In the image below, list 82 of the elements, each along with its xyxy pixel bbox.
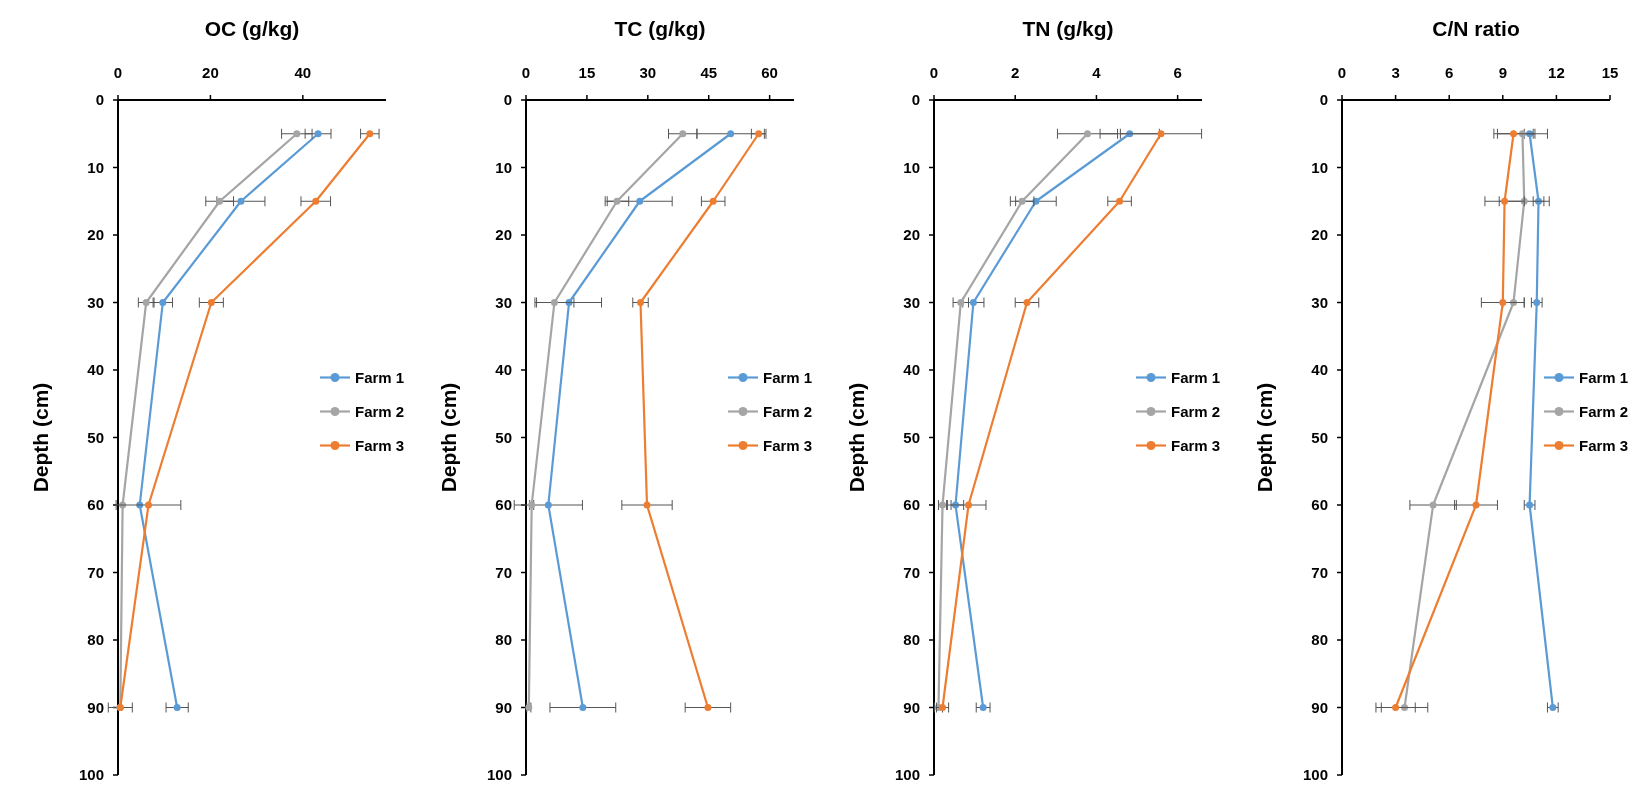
x-tick-label: 20 xyxy=(202,64,219,81)
x-tick-label: 0 xyxy=(1337,64,1347,81)
y-tick-label: 20 xyxy=(87,226,104,244)
y-tick-label: 50 xyxy=(87,428,104,446)
y-tick-label: 90 xyxy=(87,698,104,716)
x-tick-label: 0 xyxy=(929,64,939,81)
y-tick-label: 30 xyxy=(87,293,104,311)
y-tick-label: 80 xyxy=(495,631,512,649)
y-tick-label: 20 xyxy=(903,226,920,244)
y-tick-label: 40 xyxy=(495,361,512,379)
y-tick-label: 80 xyxy=(1311,631,1328,649)
x-tick-label: 15 xyxy=(578,64,596,81)
y-tick-label: 50 xyxy=(1311,428,1328,446)
legend-label: Farm 1 xyxy=(1579,368,1629,386)
y-tick-label: 50 xyxy=(903,428,920,446)
y-tick-label: 60 xyxy=(903,496,920,514)
x-tick-label: 12 xyxy=(1548,64,1565,81)
x-tick-label: 30 xyxy=(639,64,657,81)
x-tick-label: 9 xyxy=(1498,64,1507,81)
y-axis-title: Depth (cm) xyxy=(845,382,868,493)
legend-label: Farm 3 xyxy=(763,436,813,454)
y-tick-label: 70 xyxy=(495,563,512,581)
chart-title: OC (g/kg) xyxy=(204,17,300,40)
y-tick-label: 90 xyxy=(1311,698,1328,716)
y-tick-label: 80 xyxy=(87,631,104,649)
x-tick-label: 45 xyxy=(700,64,718,81)
y-tick-label: 0 xyxy=(503,91,512,109)
y-tick-label: 70 xyxy=(87,563,104,581)
y-axis-title: Depth (cm) xyxy=(29,382,52,493)
chart-title: C/N ratio xyxy=(1432,17,1520,40)
y-tick-label: 100 xyxy=(894,766,920,784)
y-tick-label: 20 xyxy=(495,226,512,244)
chart-title: TC (g/kg) xyxy=(614,17,706,40)
legend-label: Farm 3 xyxy=(1579,436,1629,454)
y-tick-label: 40 xyxy=(87,361,104,379)
legend-label: Farm 1 xyxy=(763,368,813,386)
y-tick-label: 30 xyxy=(495,293,512,311)
legend-label: Farm 3 xyxy=(355,436,405,454)
y-tick-label: 30 xyxy=(1311,293,1328,311)
y-tick-label: 0 xyxy=(95,91,104,109)
x-tick-label: 6 xyxy=(1173,64,1182,81)
y-tick-label: 100 xyxy=(78,766,104,784)
y-axis-title: Depth (cm) xyxy=(1253,382,1276,493)
y-tick-label: 60 xyxy=(87,496,104,514)
x-tick-label: 6 xyxy=(1445,64,1454,81)
legend-label: Farm 2 xyxy=(763,402,813,420)
y-tick-label: 60 xyxy=(495,496,512,514)
x-tick-label: 0 xyxy=(521,64,531,81)
y-tick-label: 30 xyxy=(903,293,920,311)
x-tick-label: 4 xyxy=(1092,64,1102,81)
legend-label: Farm 1 xyxy=(1171,368,1221,386)
x-tick-label: 0 xyxy=(113,64,123,81)
y-tick-label: 50 xyxy=(495,428,512,446)
legend-label: Farm 3 xyxy=(1171,436,1221,454)
y-tick-label: 10 xyxy=(903,158,920,176)
x-tick-label: 40 xyxy=(294,64,312,81)
y-axis-title: Depth (cm) xyxy=(437,382,460,493)
legend-label: Farm 1 xyxy=(355,368,405,386)
y-tick-label: 20 xyxy=(1311,226,1328,244)
y-tick-label: 70 xyxy=(1311,563,1328,581)
x-tick-label: 2 xyxy=(1011,64,1020,81)
y-tick-label: 40 xyxy=(1311,361,1328,379)
y-tick-label: 0 xyxy=(911,91,920,109)
x-tick-label: 15 xyxy=(1601,64,1619,81)
y-tick-label: 90 xyxy=(495,698,512,716)
y-tick-label: 40 xyxy=(903,361,920,379)
legend-label: Farm 2 xyxy=(355,402,405,420)
y-tick-label: 60 xyxy=(1311,496,1328,514)
y-tick-label: 0 xyxy=(1319,91,1328,109)
y-tick-label: 10 xyxy=(1311,158,1328,176)
y-tick-label: 70 xyxy=(903,563,920,581)
y-tick-label: 80 xyxy=(903,631,920,649)
x-tick-label: 60 xyxy=(761,64,778,81)
legend-label: Farm 2 xyxy=(1171,402,1221,420)
chart-title: TN (g/kg) xyxy=(1022,17,1114,40)
y-tick-label: 100 xyxy=(1302,766,1328,784)
legend-label: Farm 2 xyxy=(1579,402,1629,420)
x-tick-label: 3 xyxy=(1391,64,1400,81)
y-tick-label: 10 xyxy=(495,158,512,176)
y-tick-label: 90 xyxy=(903,698,920,716)
y-tick-label: 10 xyxy=(87,158,104,176)
y-tick-label: 100 xyxy=(486,766,512,784)
